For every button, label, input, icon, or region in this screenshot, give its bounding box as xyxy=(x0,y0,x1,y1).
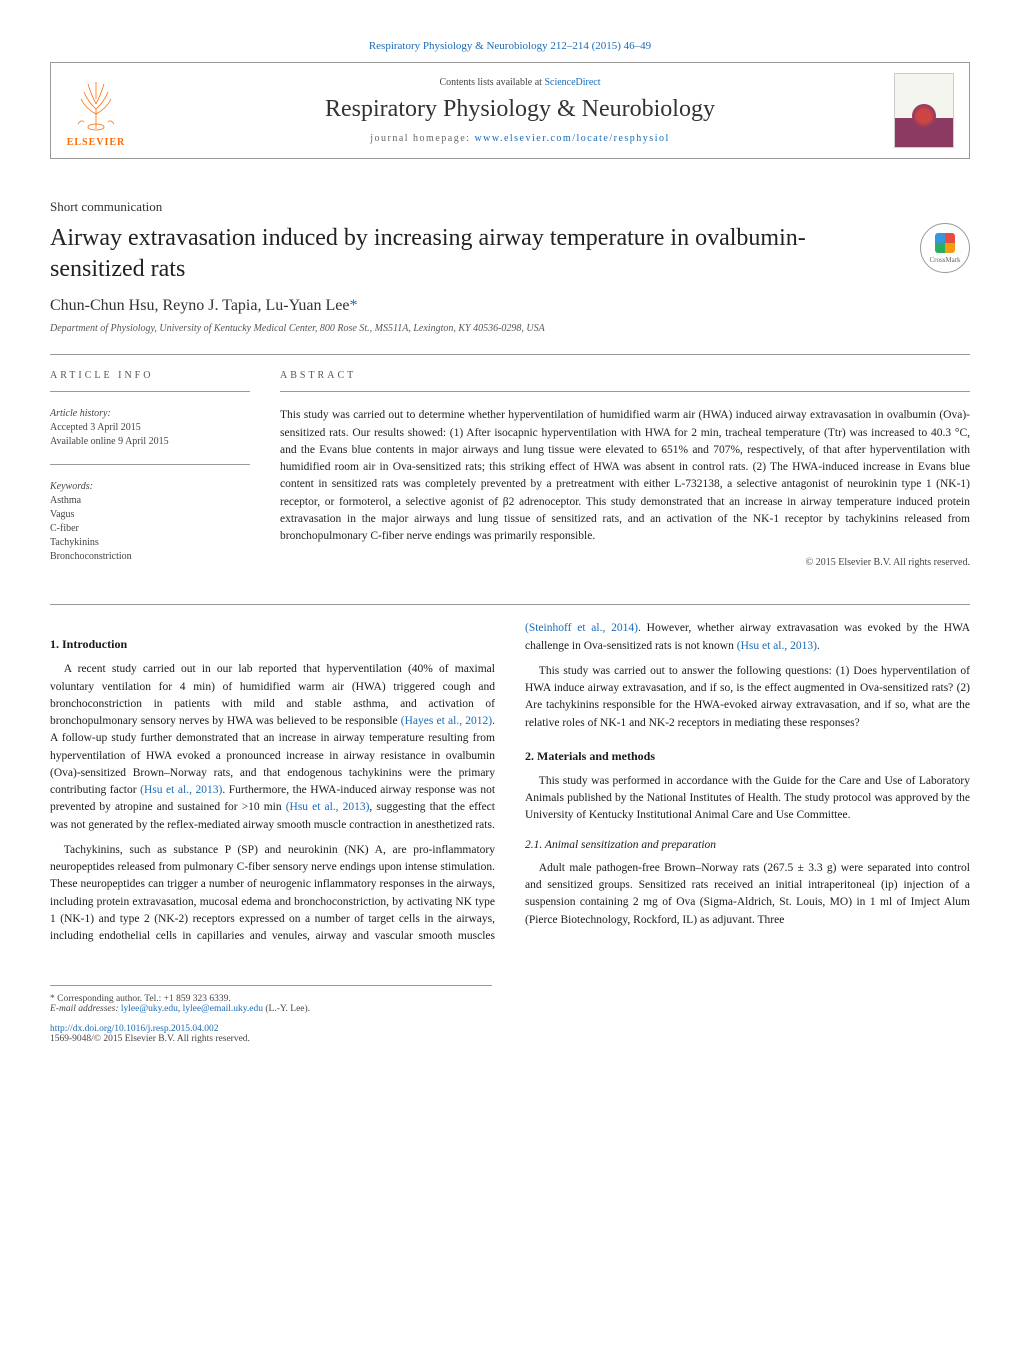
abstract-column: ABSTRACT This study was carried out to d… xyxy=(280,370,970,579)
header-center: Contents lists available at ScienceDirec… xyxy=(146,77,894,144)
email-name: (L.-Y. Lee). xyxy=(263,1004,310,1014)
keywords-block: Keywords: Asthma Vagus C-fiber Tachykini… xyxy=(50,480,250,564)
email-line: E-mail addresses: lylee@uky.edu, lylee@e… xyxy=(50,1004,492,1014)
heading-introduction: 1. Introduction xyxy=(50,635,495,653)
crossmark-badge[interactable]: CrossMark xyxy=(920,223,970,273)
author-list: Chun-Chun Hsu, Reyno J. Tapia, Lu-Yuan L… xyxy=(50,297,349,314)
article-info-label: ARTICLE INFO xyxy=(50,370,250,381)
paragraph: This study was carried out to answer the… xyxy=(525,663,970,732)
info-divider-2 xyxy=(50,464,250,465)
article-title: Airway extravasation induced by increasi… xyxy=(50,223,900,285)
issn-copyright: 1569-9048/© 2015 Elsevier B.V. All right… xyxy=(50,1034,970,1044)
citation[interactable]: (Hayes et al., 2012) xyxy=(401,715,492,727)
keyword: Vagus xyxy=(50,508,250,522)
corresponding-author-footer: * Corresponding author. Tel.: +1 859 323… xyxy=(50,985,492,1014)
citation[interactable]: (Hsu et al., 2013) xyxy=(286,801,370,813)
divider-body xyxy=(50,604,970,605)
homepage-link[interactable]: www.elsevier.com/locate/resphysiol xyxy=(474,133,669,144)
keyword: C-fiber xyxy=(50,522,250,536)
crossmark-text: CrossMark xyxy=(929,256,960,264)
paragraph: This study was performed in accordance w… xyxy=(525,773,970,825)
abstract-label: ABSTRACT xyxy=(280,370,970,381)
elsevier-tree-icon xyxy=(66,74,126,134)
article-history: Article history: Accepted 3 April 2015 A… xyxy=(50,407,250,449)
corr-author-line: * Corresponding author. Tel.: +1 859 323… xyxy=(50,994,492,1004)
corresponding-asterisk: * xyxy=(349,297,357,314)
publisher-logo: ELSEVIER xyxy=(66,74,126,148)
divider-top xyxy=(50,354,970,355)
journal-name: Respiratory Physiology & Neurobiology xyxy=(146,96,894,123)
affiliation: Department of Physiology, University of … xyxy=(50,323,970,334)
citation[interactable]: (Steinhoff et al., 2014) xyxy=(525,622,638,634)
keyword: Asthma xyxy=(50,494,250,508)
citation[interactable]: (Hsu et al., 2013) xyxy=(140,784,222,796)
abstract-text: This study was carried out to determine … xyxy=(280,407,970,545)
accepted-date: Accepted 3 April 2015 xyxy=(50,421,250,435)
citation[interactable]: (Hsu et al., 2013) xyxy=(737,640,817,652)
heading-methods: 2. Materials and methods xyxy=(525,747,970,765)
email-link-1[interactable]: lylee@uky.edu xyxy=(121,1004,178,1014)
online-date: Available online 9 April 2015 xyxy=(50,435,250,449)
doi-block: http://dx.doi.org/10.1016/j.resp.2015.04… xyxy=(50,1024,970,1044)
crossmark-icon xyxy=(935,233,955,253)
doi-link[interactable]: http://dx.doi.org/10.1016/j.resp.2015.04… xyxy=(50,1024,218,1034)
contents-line: Contents lists available at ScienceDirec… xyxy=(146,77,894,88)
header-citation: Respiratory Physiology & Neurobiology 21… xyxy=(50,40,970,52)
article-type: Short communication xyxy=(50,199,970,215)
article-info-column: ARTICLE INFO Article history: Accepted 3… xyxy=(50,370,250,579)
journal-homepage: journal homepage: www.elsevier.com/locat… xyxy=(146,133,894,144)
history-label: Article history: xyxy=(50,407,250,421)
header-box: ELSEVIER Contents lists available at Sci… xyxy=(50,62,970,159)
keyword: Bronchoconstriction xyxy=(50,550,250,564)
heading-subsection: 2.1. Animal sensitization and preparatio… xyxy=(525,837,970,854)
keywords-label: Keywords: xyxy=(50,480,250,494)
journal-cover-thumb xyxy=(894,73,954,148)
paragraph: Adult male pathogen-free Brown–Norway ra… xyxy=(525,860,970,929)
email-label: E-mail addresses: xyxy=(50,1004,119,1014)
authors: Chun-Chun Hsu, Reyno J. Tapia, Lu-Yuan L… xyxy=(50,297,970,315)
body-text: 1. Introduction A recent study carried o… xyxy=(50,620,970,945)
abstract-copyright: © 2015 Elsevier B.V. All rights reserved… xyxy=(280,557,970,568)
abstract-divider xyxy=(280,391,970,392)
contents-label: Contents lists available at xyxy=(439,77,541,88)
keyword: Tachykinins xyxy=(50,536,250,550)
email-link-2[interactable]: lylee@email.uky.edu xyxy=(183,1004,263,1014)
citation-link[interactable]: Respiratory Physiology & Neurobiology 21… xyxy=(369,40,651,52)
sciencedirect-link[interactable]: ScienceDirect xyxy=(544,77,600,88)
paragraph: A recent study carried out in our lab re… xyxy=(50,661,495,834)
publisher-name: ELSEVIER xyxy=(67,137,126,148)
info-divider-1 xyxy=(50,391,250,392)
homepage-label: journal homepage: xyxy=(370,133,470,144)
